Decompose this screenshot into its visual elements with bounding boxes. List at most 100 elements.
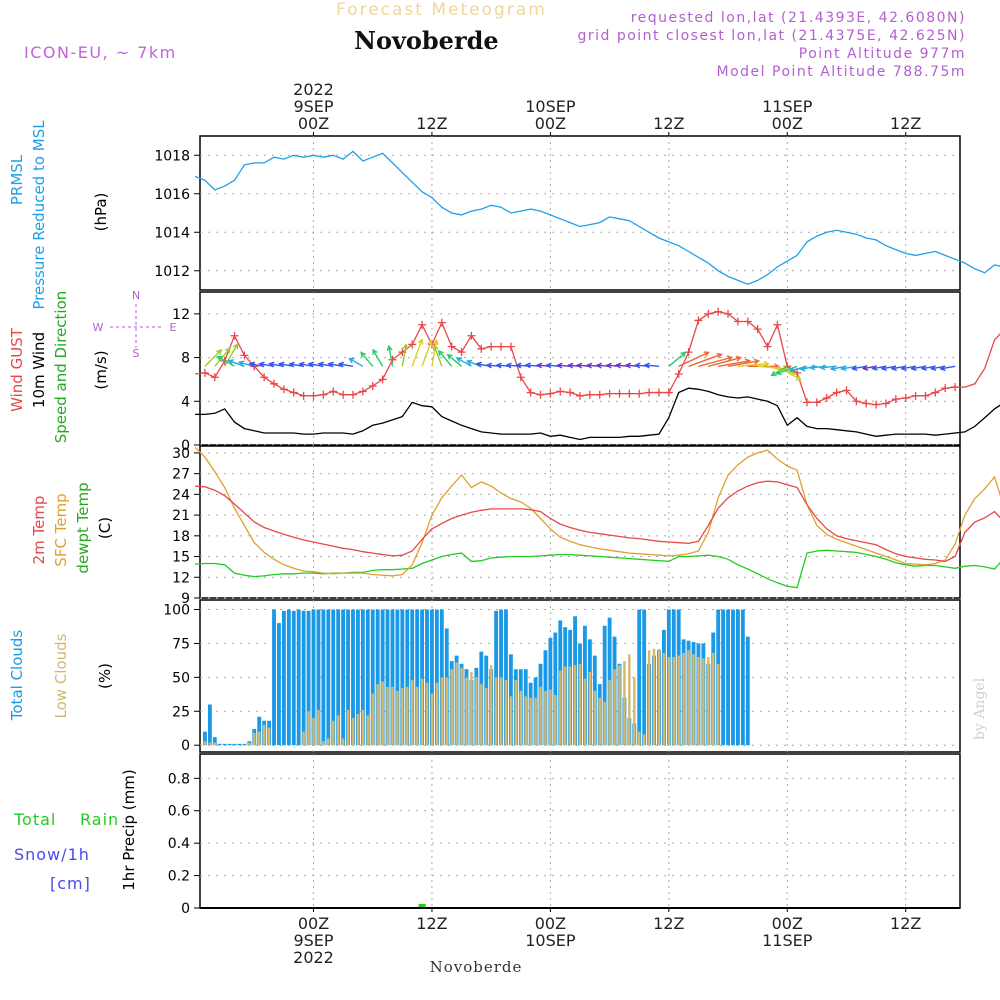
low-clouds-label: Low Clouds (52, 633, 70, 718)
wind-arrow-shaft (737, 362, 769, 368)
wind-arrow-head (634, 362, 641, 369)
low-cloud-bar (499, 677, 503, 746)
wind-arrow-head (432, 338, 439, 346)
total-cloud-bar (341, 609, 346, 746)
gust-marker (822, 394, 831, 403)
wind-arrow-head (216, 349, 223, 356)
total-cloud-bar (227, 743, 232, 746)
wind-arrow (861, 364, 877, 371)
gust-marker (645, 388, 654, 397)
total-cloud-bar (385, 609, 390, 746)
total-cloud-bar (222, 743, 227, 746)
wind-arrow-head (910, 365, 917, 372)
time-label-bottom: 00Z (298, 914, 329, 933)
compass-s: S (133, 347, 140, 360)
compass-w: W (93, 321, 104, 334)
low-cloud-bar (213, 742, 217, 746)
gust-marker (576, 391, 584, 400)
wind-arrow-head (929, 365, 937, 372)
gust-marker (951, 383, 960, 392)
gust-marker (200, 368, 209, 377)
total-cloud-bar (390, 609, 395, 746)
low-cloud-bar (253, 733, 256, 746)
total-cloud-bar (425, 609, 429, 746)
gust-marker (556, 387, 565, 396)
y-tick-label: 0.4 (168, 836, 190, 852)
wind-arrow-head (475, 361, 482, 368)
low-cloud-bar (672, 657, 675, 746)
wind-arrow-head (585, 362, 593, 369)
gust-marker (931, 388, 940, 397)
wind-arrow-head (851, 365, 858, 372)
low-cloud-bar (415, 686, 419, 746)
gust-marker (447, 342, 456, 351)
wind-arrow-head (624, 362, 632, 369)
total-cloud-bar (306, 610, 311, 746)
wind-arrow-shaft (698, 356, 732, 367)
compass-e: E (170, 321, 177, 334)
temp-line (195, 480, 1000, 563)
gust-marker (743, 317, 752, 326)
total-cloud-bar (365, 609, 370, 746)
time-label-bottom: 2022 (293, 948, 334, 967)
low-cloud-bar (366, 715, 370, 746)
low-cloud-bar (346, 709, 350, 746)
watermark: by Angel (972, 677, 988, 740)
time-label-top: 9SEP (293, 97, 333, 116)
low-cloud-bar (623, 661, 626, 746)
wind-arrow-head (348, 357, 355, 364)
wind-line (195, 387, 1000, 441)
gust-marker (901, 394, 910, 403)
wind-arrow-shaft (708, 356, 741, 367)
time-label-top: 12Z (890, 114, 921, 133)
wind-arrow (386, 344, 394, 367)
low-cloud-bar (524, 696, 527, 746)
wind-arrow-head (317, 361, 324, 368)
low-cloud-bar (687, 650, 690, 746)
low-cloud-bar (381, 681, 384, 746)
wind-arrow-head (386, 344, 393, 352)
gust-marker (605, 389, 614, 398)
gust-marker (842, 386, 851, 395)
legend-snow-unit: [cm] (50, 874, 91, 893)
low-cloud-bar (583, 678, 587, 746)
wind-arrow-head (545, 362, 552, 369)
total-cloud-bar (430, 609, 434, 746)
wind-arrow-head (880, 365, 888, 372)
wind-arrow-head (703, 351, 710, 357)
wind-arrow-head (455, 357, 463, 363)
time-label-top: 00Z (535, 114, 566, 133)
time-label-top: 2022 (293, 80, 334, 99)
gust-marker (753, 325, 762, 334)
gust-marker (289, 388, 298, 397)
low-cloud-bar (465, 677, 468, 746)
wind-arrow-shaft (678, 351, 709, 367)
wind-arrow (431, 338, 439, 367)
low-cloud-bar (662, 652, 666, 746)
gust-marker (457, 348, 466, 357)
low-cloud-bar (327, 738, 330, 746)
compass-n: N (132, 289, 140, 302)
low-cloud-bar (356, 714, 360, 746)
low-cloud-bar (692, 654, 695, 746)
gust-marker (299, 391, 308, 400)
gust-line (195, 311, 1000, 406)
wind-arrow-head (735, 355, 743, 362)
low-cloud-bar (647, 650, 651, 746)
wind-arrow (688, 352, 723, 367)
gust-marker (881, 399, 890, 408)
wind-arrow-head (939, 365, 946, 372)
low-cloud-bar (371, 693, 374, 746)
panel-frame (199, 291, 961, 446)
low-cloud-bar (603, 701, 606, 746)
wind-arrow-head (788, 366, 796, 373)
low-cloud-bar (652, 648, 656, 746)
wind-arrow-head (432, 344, 439, 351)
gust-marker (506, 342, 515, 351)
wind-arrow-head (372, 348, 378, 355)
low-cloud-bar (677, 655, 680, 746)
low-cloud-bar (628, 654, 631, 746)
total-cloud-bar (321, 609, 326, 746)
gust-marker (477, 344, 486, 353)
total-cloud-bar (370, 609, 375, 746)
